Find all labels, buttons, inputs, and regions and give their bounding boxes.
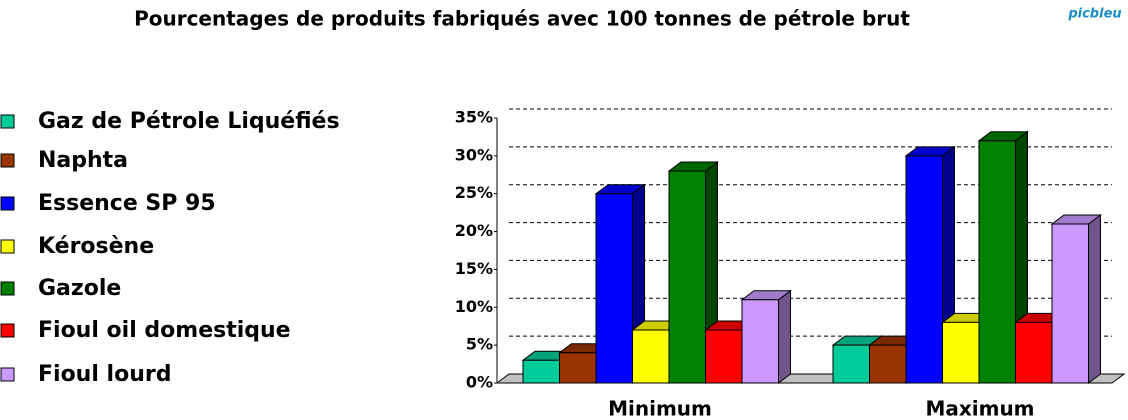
bar-face [942, 321, 980, 384]
y-tick-label: 15% [455, 259, 493, 278]
legend-swatch [0, 153, 15, 168]
legend-label: Naphta [38, 148, 128, 173]
legend-swatch [0, 281, 15, 296]
legend-swatch [0, 196, 15, 211]
bar-face [978, 140, 1016, 384]
bar-face [632, 329, 670, 384]
bar-face [559, 352, 597, 384]
bar-face [778, 289, 791, 384]
bar-face [741, 299, 779, 384]
chart-title: Pourcentages de produits fabriqués avec … [134, 7, 910, 31]
bar-face [832, 344, 870, 384]
y-tick-label: 25% [455, 183, 493, 202]
legend-swatch [0, 367, 15, 382]
bar-face [869, 344, 907, 384]
x-tick-label: Minimum [608, 397, 712, 420]
legend-swatch [0, 323, 15, 338]
legend-label: Gaz de Pétrole Liquéfiés [38, 109, 340, 134]
y-tick-label: 5% [466, 335, 493, 354]
y-tick-label: 35% [455, 108, 493, 127]
bar [740, 289, 792, 384]
bar-face [522, 359, 560, 384]
y-tick-label: 0% [466, 373, 493, 392]
bar-face [1051, 223, 1089, 384]
x-tick-label: Maximum [925, 397, 1034, 420]
bar-face [668, 170, 706, 384]
bar [1050, 214, 1102, 384]
y-tick-label: 30% [455, 145, 493, 164]
bar-face [1015, 321, 1053, 384]
legend-swatch [0, 239, 15, 254]
bar-face [705, 329, 743, 384]
bar-face [595, 193, 633, 384]
y-tick-label: 10% [455, 297, 493, 316]
logo: picbleu [1067, 7, 1121, 22]
legend-label: Fioul oil domestique [38, 318, 291, 343]
bar-face [1088, 214, 1101, 384]
legend-label: Fioul lourd [38, 362, 171, 387]
legend-label: Gazole [38, 276, 121, 301]
legend-label: Kérosène [38, 234, 154, 259]
bar-face [905, 155, 943, 384]
legend-swatch [0, 114, 15, 129]
y-tick-label: 20% [455, 221, 493, 240]
legend-label: Essence SP 95 [38, 191, 216, 216]
